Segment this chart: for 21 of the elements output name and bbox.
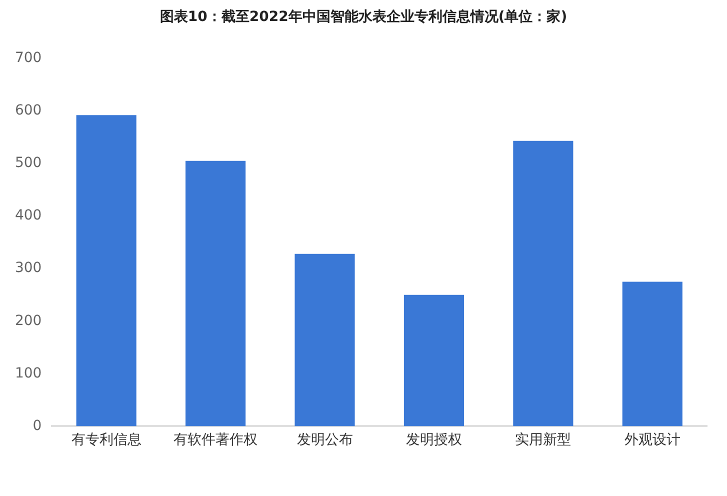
bar	[513, 140, 574, 426]
y-tick-label: 400	[14, 208, 42, 224]
x-tick-label: 实用新型	[515, 432, 572, 448]
bar	[404, 294, 464, 426]
y-tick-label: 500	[14, 155, 42, 172]
x-tick-label: 外观设计	[624, 432, 680, 448]
y-tick-label: 0	[32, 418, 42, 434]
y-tick-label: 300	[14, 260, 42, 276]
bar	[294, 254, 355, 426]
chart-title: 图表10：截至2022年中国智能水表企业专利信息情况(单位：家)	[158, 8, 568, 26]
y-tick-label: 600	[14, 102, 42, 119]
x-tick-label: 发明授权	[406, 432, 462, 448]
bar	[76, 115, 136, 426]
x-tick-label: 发明公布	[296, 432, 353, 448]
y-tick-label: 100	[14, 365, 42, 382]
bar	[186, 160, 246, 426]
bar	[622, 282, 682, 426]
y-tick-label: 700	[14, 50, 42, 66]
x-tick-label: 有专利信息	[71, 432, 142, 448]
y-tick-label: 200	[14, 312, 42, 329]
x-tick-label: 有软件著作权	[174, 432, 258, 448]
